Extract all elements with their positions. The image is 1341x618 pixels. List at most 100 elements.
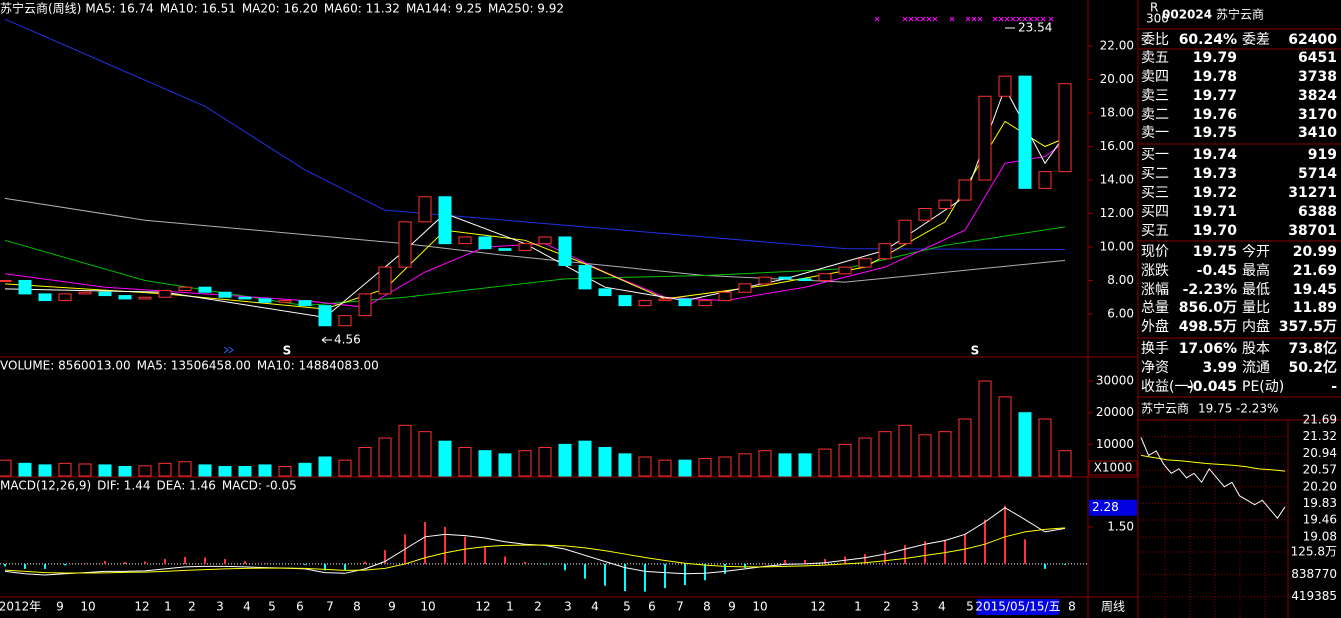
volume-bar [898,424,912,477]
mini-tick-label: 20.20 [1303,479,1337,493]
indicator-label: DIF: 1.44 [97,479,150,493]
candle [998,75,1012,97]
quote-cell: 19.75 [1193,244,1237,260]
x-tick-label: 7 [676,600,684,614]
y-tick-label: 20.00 [1100,72,1134,86]
cross-marker [932,16,938,22]
indicator-label: MA10: 14884083.00 [257,359,379,373]
quote-cell: PE(动) [1242,379,1284,395]
candle [558,236,572,266]
quote-cell: 买二 [1141,166,1169,182]
quote-cell: 换手 [1141,340,1169,357]
candle [578,264,592,290]
x-tick-label: 4 [591,600,599,614]
candle [138,296,152,300]
volume-bar [678,459,692,477]
quote-cell: 买三 [1141,185,1169,201]
quote-cell: 收益(一) [1141,379,1194,395]
candle [718,291,732,302]
mini-tick-label: 20.57 [1303,463,1337,477]
y-tick-label: 6.00 [1107,307,1134,321]
x-tick-label: 5 [268,600,276,614]
y-tick-label: 30000 [1096,374,1134,388]
volume-bar [798,453,812,477]
quote-cell: 买一 [1141,147,1169,163]
volume-bar [438,440,452,477]
volume-bar [318,456,332,477]
mini-volume-label: 838770 [1291,567,1337,581]
quote-cell: 量比 [1242,300,1270,316]
volume-bar [778,453,792,477]
quote-cell: 20.99 [1293,244,1337,260]
indicator-label: MA10: 16.51 [160,2,236,16]
cross-marker [914,16,920,22]
signal-label: S [283,344,292,358]
mini-tick-label: 21.69 [1303,413,1337,427]
candle [978,95,992,181]
volume-bar [958,418,972,477]
mini-price: 19.75 [1198,402,1232,416]
quote-cell: 31271 [1288,185,1337,201]
volume-bar [838,443,852,477]
cross-marker [1048,16,1054,22]
date-box [977,599,1059,615]
candle [518,243,532,251]
candle [698,300,712,307]
cross-marker [1022,16,1028,22]
volume-bar [858,437,872,477]
candle [838,266,852,275]
mini-tick-label: 19.08 [1303,530,1337,544]
candle [178,286,192,292]
quote-cell: -0.45 [1197,263,1237,279]
volume-bar [78,463,92,477]
quote-cell: 19.72 [1193,185,1237,201]
volume-bar [698,458,712,477]
ma-line [4,120,1066,310]
x-tick-label: 9 [728,600,736,614]
quote-cell: 卖二 [1141,107,1169,123]
x-tick-label: 6 [296,600,304,614]
indicator-label: MA144: 9.25 [406,2,482,16]
candle [818,273,832,282]
volume-bar [278,466,292,477]
candle [158,290,172,298]
x-tick-label: 10 [752,600,767,614]
candle [258,298,272,303]
volume-bar [638,456,652,477]
quote-cell: 19.74 [1193,147,1238,163]
y-tick-label: 12.00 [1100,206,1134,220]
volume-bar [558,443,572,477]
indicator-label: DEA: 1.46 [156,479,215,493]
candle [1018,75,1032,189]
quote-cell: 3410 [1298,125,1337,141]
volume-bar [738,453,752,477]
quote-cell: 856.0万 [1179,300,1237,316]
indicator-label: MACD: -0.05 [222,479,297,493]
cross-marker [1004,16,1010,22]
volume-bar [58,462,72,477]
candle [678,298,692,307]
candle [358,293,372,317]
volume-bar [998,396,1012,477]
candle [0,280,12,283]
volume-bar [478,450,492,477]
mini-volume-label: 419385 [1291,589,1337,603]
quote-cell: 今开 [1242,244,1270,260]
volume-bar [358,447,372,477]
indicator-label: MA5: 13506458.00 [137,359,251,373]
x-tick-label: 10 [80,600,95,614]
quote-cell: 卖一 [1141,125,1169,141]
quote-cell: 73.8亿 [1288,340,1337,357]
quote-cell: 3.99 [1202,360,1237,376]
quote-cell: 卖三 [1141,88,1169,104]
quote-cell: 6451 [1298,50,1337,66]
quote-cell: 19.76 [1193,107,1237,123]
indicator-label: MA20: 16.20 [242,2,318,16]
quote-cell: 最高 [1242,262,1270,279]
cross-marker [920,16,926,22]
candle [278,300,292,303]
volume-bar [618,453,632,477]
volume-bar [718,456,732,477]
candle [298,300,312,307]
candle [1058,83,1072,173]
